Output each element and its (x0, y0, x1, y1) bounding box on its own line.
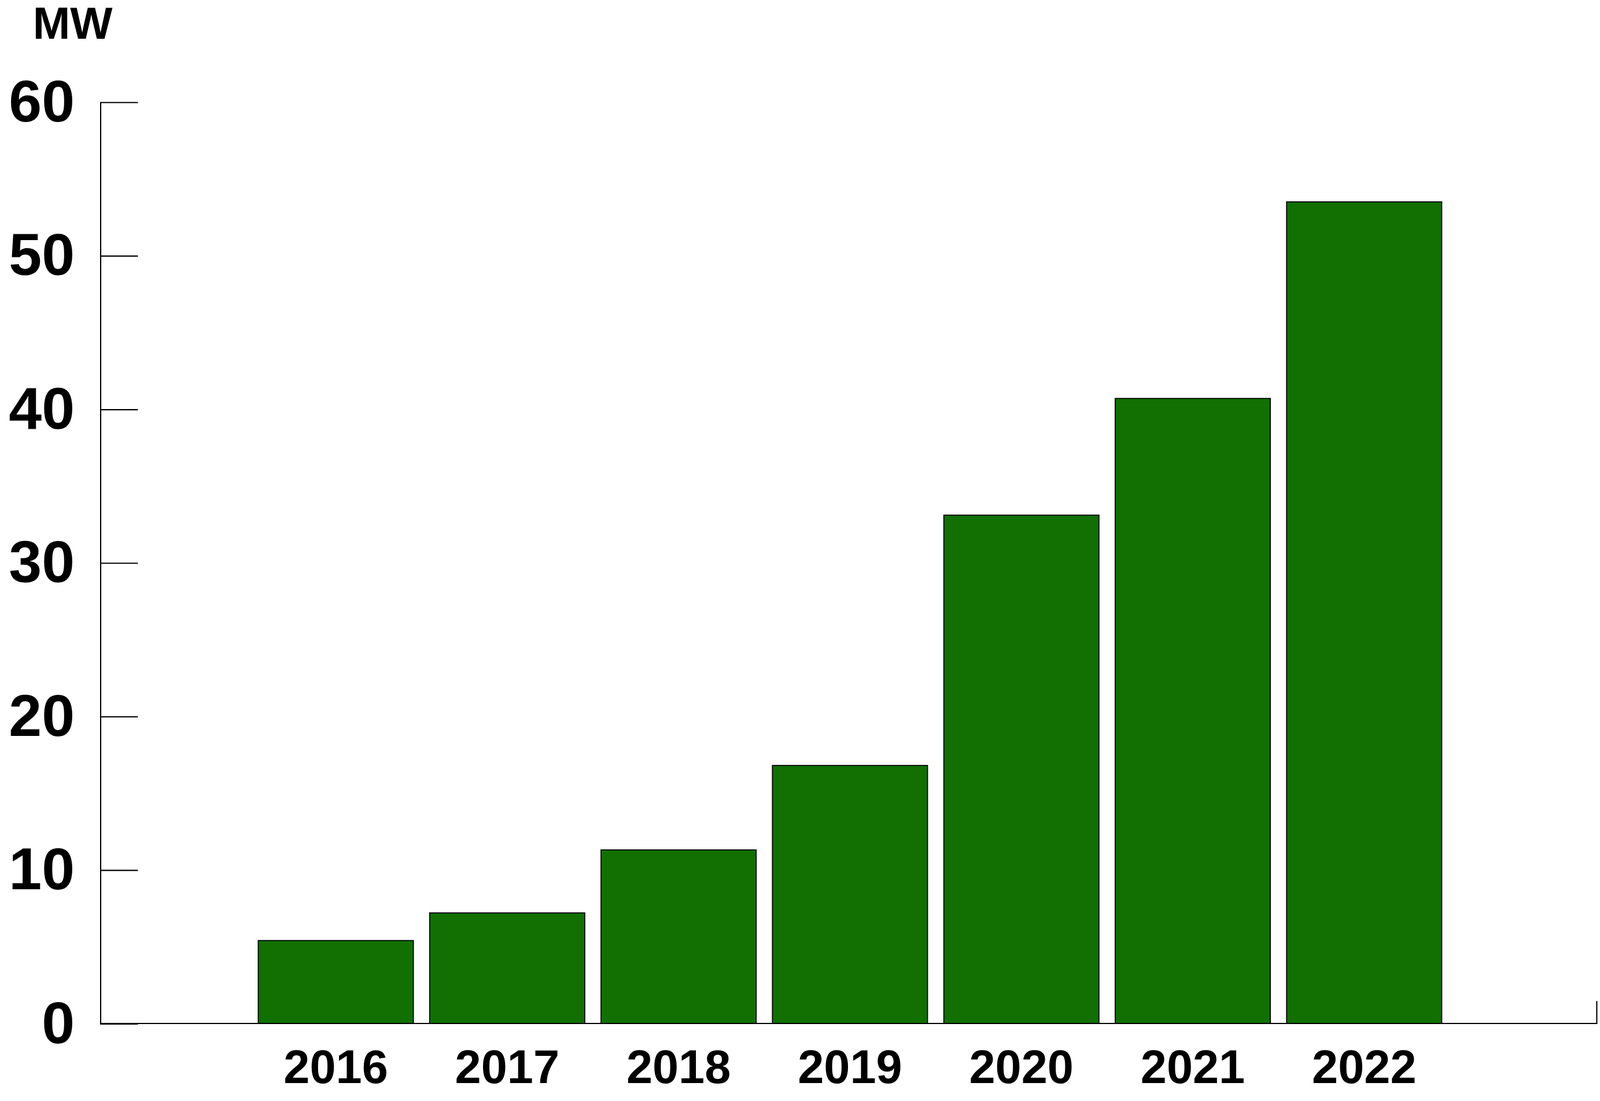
y-tick-mark (100, 101, 138, 103)
y-tick-label: 30 (8, 528, 75, 595)
bar (772, 765, 928, 1024)
chart-svg: 0 10 20 30 40 50 60 2016 2017 2018 2019 2020 2021 202… (0, 0, 1600, 1101)
x-tick-label: 2016 (283, 1040, 388, 1093)
y-tick-label: 20 (8, 681, 75, 749)
x-axis: 2016 2017 2018 2019 2020 2021 2022 (283, 1040, 1417, 1093)
y-tick-mark (100, 716, 138, 718)
x-tick: 2018 (626, 1040, 731, 1093)
y-axis: 0 10 20 30 40 50 60 (8, 67, 138, 1056)
x-tick-label: 2019 (797, 1040, 902, 1093)
bars (257, 201, 1442, 1024)
y-tick-label: 10 (8, 835, 75, 902)
y-tick: 30 (8, 528, 138, 595)
bar (429, 912, 585, 1024)
x-tick-label: 2021 (1140, 1040, 1245, 1093)
x-tick-label: 2022 (1311, 1040, 1417, 1093)
bar (1286, 201, 1442, 1024)
x-tick-label: 2018 (626, 1040, 731, 1093)
x-tick: 2016 (283, 1040, 388, 1093)
y-tick-label: 50 (8, 220, 75, 288)
chart-container: 0 10 20 30 40 50 60 2016 2017 2018 2019 2020 2021 202… (0, 0, 1600, 1101)
y-tick: 50 (8, 220, 138, 288)
bar (944, 514, 1100, 1024)
x-tick: 2022 (1311, 1040, 1417, 1093)
x-axis-line (100, 1000, 1597, 1024)
y-tick: 0 (41, 989, 138, 1056)
y-axis-title: MW (32, 0, 114, 49)
y-tick-label: 40 (8, 374, 75, 442)
y-tick-mark (100, 869, 138, 871)
x-tick: 2017 (455, 1040, 560, 1093)
y-tick: 40 (8, 374, 138, 442)
y-tick-label: 60 (8, 67, 75, 135)
x-tick-label: 2020 (968, 1040, 1074, 1093)
x-tick: 2020 (968, 1040, 1074, 1093)
bar (257, 940, 414, 1024)
y-tick: 60 (8, 67, 138, 135)
x-tick-label: 2017 (455, 1040, 560, 1093)
x-tick: 2021 (1140, 1040, 1245, 1093)
bar (1115, 398, 1271, 1024)
y-tick: 10 (8, 835, 138, 902)
y-tick-mark (100, 255, 138, 257)
x-tick: 2019 (797, 1040, 902, 1093)
bar (601, 849, 757, 1024)
y-tick-mark (100, 408, 138, 411)
y-tick-mark (100, 562, 138, 564)
y-tick: 20 (8, 681, 138, 749)
y-tick-label: 0 (41, 989, 75, 1056)
